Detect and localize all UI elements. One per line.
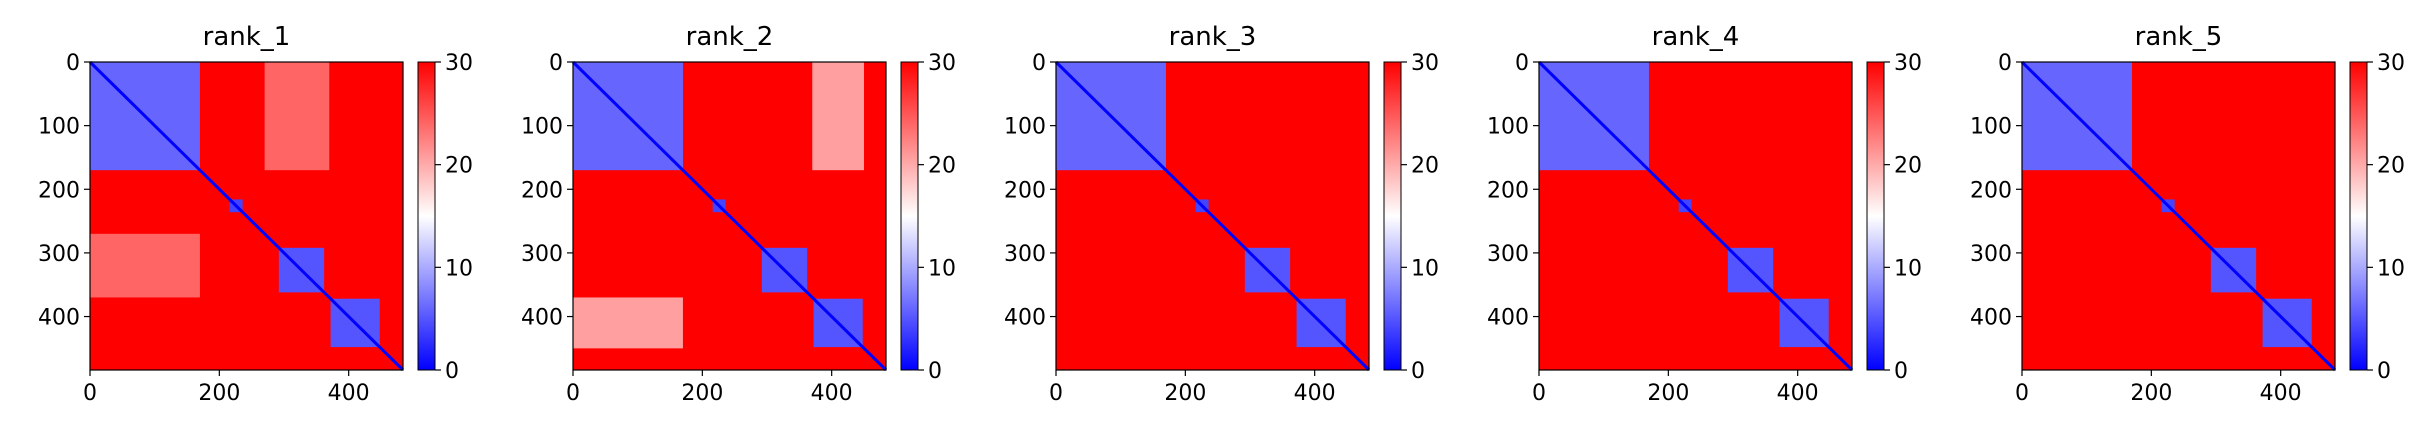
diagonal-line [1054, 60, 1371, 372]
panel-rank_1: rank_1 0 200 400 0 100 200 300 400 0 10 20 30 [38, 22, 473, 406]
colorbar-tick-label: 10 [445, 256, 473, 281]
panel-title: rank_5 [2135, 22, 2223, 52]
colorbar-tick-label: 0 [928, 359, 942, 384]
y-tick-label: 0 [1032, 51, 1046, 76]
colorbar-tick-label: 30 [2377, 51, 2405, 76]
colorbar-tick-label: 10 [2377, 256, 2405, 281]
y-tick-label: 0 [1998, 51, 2012, 76]
x-tick-label: 200 [1164, 381, 1206, 406]
colorbar-tick-label: 20 [2377, 154, 2405, 179]
y-tick-label: 100 [1004, 115, 1046, 140]
panel-rank_5: rank_5 0 200 400 0 100 200 300 400 0 10 20 30 [1970, 22, 2405, 406]
colorbar-tick-label: 0 [1894, 359, 1908, 384]
x-tick-label: 0 [1532, 381, 1546, 406]
panel-rank_2: rank_2 0 200 400 0 100 200 300 400 0 10 20 30 [521, 22, 956, 406]
offdiag-patch-1 [264, 62, 330, 171]
y-tick-label: 400 [1970, 306, 2012, 331]
x-tick-label: 400 [811, 381, 853, 406]
panel-title: rank_2 [686, 22, 774, 52]
panel-rank_3: rank_3 0 200 400 0 100 200 300 400 0 10 20 30 [1004, 22, 1439, 406]
x-tick-label: 0 [566, 381, 580, 406]
y-tick-label: 200 [1970, 178, 2012, 203]
x-tick-label: 400 [328, 381, 370, 406]
y-tick-label: 100 [38, 115, 80, 140]
y-tick-label: 100 [521, 115, 563, 140]
y-tick-label: 400 [521, 306, 563, 331]
colorbar-tick-label: 0 [445, 359, 459, 384]
axes-frame [572, 61, 887, 371]
y-tick-label: 300 [1004, 242, 1046, 267]
diagonal-line [1537, 60, 1854, 372]
y-tick-label: 200 [521, 178, 563, 203]
offdiag-patch-1 [812, 62, 865, 171]
panel-title: rank_1 [203, 22, 291, 52]
y-tick-label: 300 [1970, 242, 2012, 267]
panel-rank_4: rank_4 0 200 400 0 100 200 300 400 0 10 20 30 [1487, 22, 1922, 406]
y-tick-label: 200 [1004, 178, 1046, 203]
colorbar-tick-label: 30 [1411, 51, 1439, 76]
diagonal-line [88, 60, 405, 372]
colorbar-tick-label: 20 [445, 154, 473, 179]
colorbar-tick-label: 0 [2377, 359, 2391, 384]
colorbar-tick-label: 20 [1894, 154, 1922, 179]
diagonal-line [571, 60, 888, 372]
y-tick-label: 0 [1515, 51, 1529, 76]
colorbar-tick-label: 10 [1894, 256, 1922, 281]
y-tick-label: 0 [66, 51, 80, 76]
panel-title: rank_4 [1652, 22, 1740, 52]
colorbar-tick-label: 30 [1894, 51, 1922, 76]
colorbar [1866, 61, 1885, 371]
x-tick-label: 200 [2130, 381, 2172, 406]
colorbar-tick-label: 20 [928, 154, 956, 179]
y-tick-label: 400 [1004, 306, 1046, 331]
y-tick-label: 200 [1487, 178, 1529, 203]
x-tick-label: 400 [2260, 381, 2302, 406]
y-tick-label: 400 [1487, 306, 1529, 331]
offdiag-patch-2 [573, 297, 683, 349]
y-tick-label: 300 [38, 242, 80, 267]
x-tick-label: 200 [198, 381, 240, 406]
x-tick-label: 200 [1647, 381, 1689, 406]
y-tick-label: 400 [38, 306, 80, 331]
colorbar-tick-label: 10 [928, 256, 956, 281]
y-tick-label: 200 [38, 178, 80, 203]
y-tick-label: 0 [549, 51, 563, 76]
x-tick-label: 0 [83, 381, 97, 406]
diagonal-line [2020, 60, 2337, 372]
axes-frame [89, 61, 404, 371]
colorbar-tick-label: 10 [1411, 256, 1439, 281]
x-tick-label: 400 [1294, 381, 1336, 406]
axes-frame [1538, 61, 1853, 371]
y-tick-label: 100 [1487, 115, 1529, 140]
offdiag-patch-2 [90, 233, 200, 298]
colorbar-tick-label: 20 [1411, 154, 1439, 179]
x-tick-label: 0 [2015, 381, 2029, 406]
colorbar [417, 61, 436, 371]
y-tick-label: 300 [1487, 242, 1529, 267]
colorbar [900, 61, 919, 371]
colorbar-tick-label: 30 [445, 51, 473, 76]
y-tick-label: 300 [521, 242, 563, 267]
colorbar [1383, 61, 1402, 371]
x-tick-label: 200 [681, 381, 723, 406]
axes-frame [2021, 61, 2336, 371]
axes-frame [1055, 61, 1370, 371]
panel-title: rank_3 [1169, 22, 1257, 52]
x-tick-label: 400 [1777, 381, 1819, 406]
colorbar-tick-label: 0 [1411, 359, 1425, 384]
colorbar [2349, 61, 2368, 371]
y-tick-label: 100 [1970, 115, 2012, 140]
colorbar-tick-label: 30 [928, 51, 956, 76]
x-tick-label: 0 [1049, 381, 1063, 406]
